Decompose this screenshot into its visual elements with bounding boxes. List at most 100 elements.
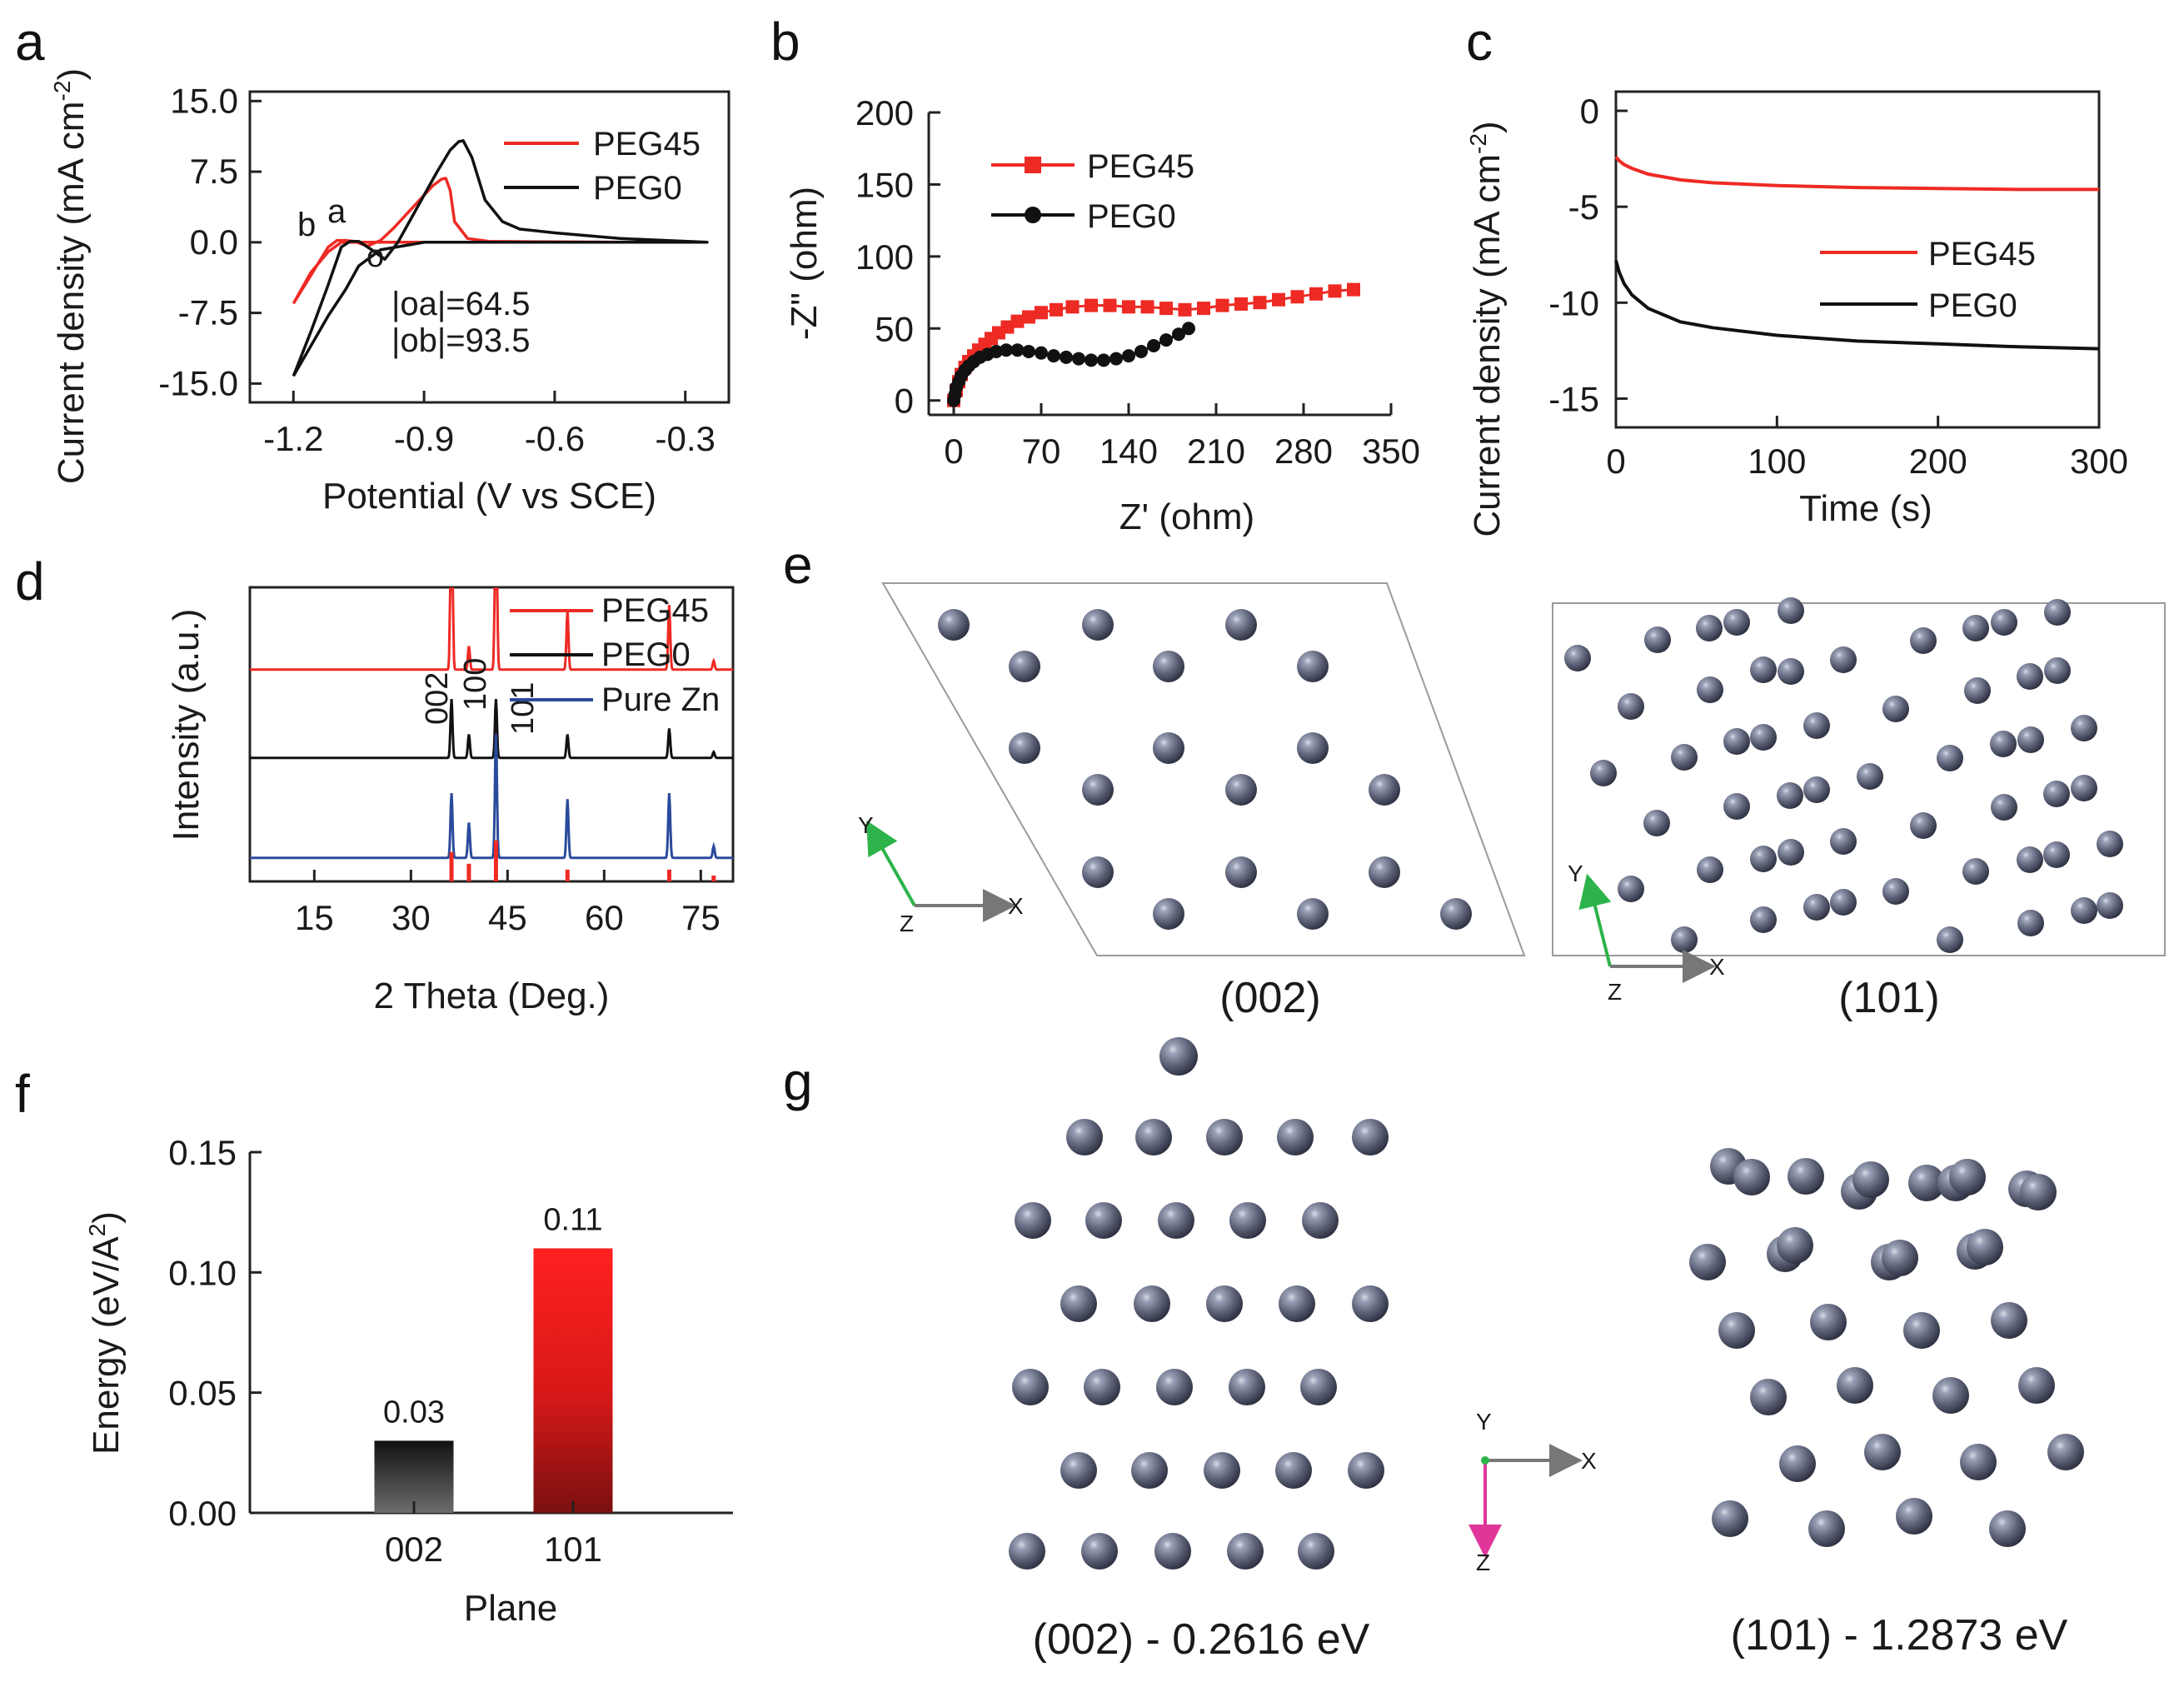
data-point-peg0 [1134, 344, 1148, 358]
zn-atom [1723, 609, 1750, 636]
zn-atom [1009, 1533, 1045, 1570]
data-point-peg45 [1010, 314, 1025, 328]
x-tick-label: 280 [1274, 432, 1333, 471]
data-point-peg45 [1103, 298, 1117, 312]
y-tick-label: 0.10 [168, 1253, 237, 1292]
zn-atom [1896, 1498, 1932, 1535]
data-point-peg0 [1022, 344, 1035, 358]
zn-atom [1830, 828, 1857, 855]
zn-atom [1229, 1369, 1265, 1405]
zn-atom [1967, 1229, 2003, 1265]
zn-atom [2017, 910, 2044, 936]
peak-label-002: 002 [420, 672, 455, 725]
atoms-g-101 [1689, 1148, 2084, 1547]
y-tick-label: -5 [1568, 187, 1599, 227]
zn-atom [1225, 609, 1257, 641]
zn-atom [1810, 1304, 1847, 1340]
zn-atom [1723, 728, 1750, 755]
zn-atom [1910, 627, 1937, 654]
series-line-peg0 [1614, 260, 2100, 351]
data-point-peg0 [1000, 343, 1013, 357]
chart-f-surface-energy: 0.00 0.05 0.10 0.15 0.03 002 0.11 101 Plane Energ… [84, 1133, 733, 1629]
data-point-peg45 [1215, 298, 1229, 312]
zn-atom [1298, 1533, 1334, 1570]
annotation-2: o [366, 239, 384, 274]
data-point-peg45 [1085, 298, 1098, 312]
zn-atom [1227, 1533, 1264, 1570]
data-point-peg0 [1122, 349, 1135, 363]
x-axis-label: X [1581, 1448, 1597, 1474]
zn-atom [1348, 1452, 1384, 1489]
atoms-002 [938, 609, 1472, 930]
data-point-peg45 [1050, 302, 1063, 317]
peak-label-101: 101 [506, 682, 541, 735]
zn-atom [1060, 1452, 1097, 1489]
y-axis-arrow [866, 820, 916, 906]
x-tick-label: -0.9 [394, 419, 454, 458]
zn-atom [1962, 615, 1989, 641]
zn-atom [1882, 1240, 1918, 1276]
zn-atom [1440, 898, 1472, 930]
zn-atom [1153, 732, 1184, 764]
x-tick-label: 002 [385, 1530, 443, 1569]
data-point-peg45 [1253, 296, 1267, 310]
caption-e-002: (002) [1219, 974, 1320, 1022]
zn-atom [1803, 712, 1830, 739]
bar-value-label-101: 0.11 [543, 1202, 602, 1237]
zn-atom [1962, 858, 1989, 885]
x-axis-label: 2 Theta (Deg.) [374, 976, 610, 1016]
y-tick-label: 0 [1580, 92, 1599, 131]
zn-atom [1837, 1367, 1873, 1404]
zn-atom [1991, 609, 2017, 636]
zn-atom [1134, 1285, 1170, 1322]
data-point-peg0 [1060, 350, 1073, 364]
y-axis-label: Y [1476, 1409, 1492, 1435]
chart-d-xrd: 15 30 45 60 75 002 100 101 PEG45 PEG0 Pure Zn 2 The… [166, 586, 735, 1016]
zn-atom [1857, 763, 1883, 790]
axis-triad-e002: Y X Z [858, 812, 1024, 936]
x-tick-label: 0 [944, 432, 963, 471]
x-tick-label: -0.3 [656, 419, 716, 458]
zn-atom [1991, 794, 2017, 821]
zn-atom [2018, 1367, 2055, 1404]
panel-g-slab-models: Y X Z (002) - 0.2616 eV (101) - 1.2873 e… [1009, 1037, 2084, 1664]
data-point-peg45 [1328, 284, 1342, 298]
y-axis-label: Energy (eV/A2) [84, 1211, 127, 1455]
z-axis-label: Z [1476, 1550, 1490, 1575]
zn-atom [1778, 839, 1804, 866]
x-axis-label: Potential (V vs SCE) [322, 476, 656, 517]
zn-atom [1937, 745, 1963, 771]
y-tick-label: 0.05 [168, 1374, 237, 1413]
zn-atom [1696, 615, 1723, 641]
zn-atom [1277, 1119, 1314, 1155]
zn-atom [1643, 810, 1670, 836]
y-tick-label: -15 [1548, 379, 1599, 418]
zn-atom [2097, 831, 2123, 857]
panel-label-g: g [783, 1051, 813, 1111]
data-point-peg45 [1309, 287, 1323, 301]
peak-label-100: 100 [458, 658, 493, 711]
data-point-peg45 [1022, 310, 1035, 324]
data-point-peg0 [1085, 353, 1098, 367]
zn-atom [1153, 898, 1184, 930]
series-line-peg45 [250, 587, 733, 671]
zn-atom [1803, 894, 1830, 921]
zn-atom [1131, 1452, 1168, 1489]
legend-label-peg0: PEG0 [1928, 287, 2017, 324]
zn-atom [1778, 658, 1804, 685]
zn-atom [1750, 724, 1777, 751]
legend-label-peg45: PEG45 [1928, 236, 2036, 272]
zn-atom [1229, 1202, 1266, 1239]
bar-002 [374, 1440, 454, 1513]
zn-atom [1989, 1510, 2026, 1547]
zn-atom [1060, 1285, 1097, 1322]
y-axis-label: Current density (mA cm-2) [1465, 121, 1508, 537]
zn-atom [1297, 651, 1329, 682]
panel-label-d: d [15, 552, 45, 611]
legend-label-pure-zn: Pure Zn [601, 681, 720, 718]
y-tick-label: 0 [895, 382, 914, 421]
zn-atom [1154, 1533, 1191, 1570]
zn-atom [1718, 1312, 1755, 1349]
data-point-peg0 [1010, 343, 1025, 357]
zn-atom [1352, 1119, 1389, 1155]
